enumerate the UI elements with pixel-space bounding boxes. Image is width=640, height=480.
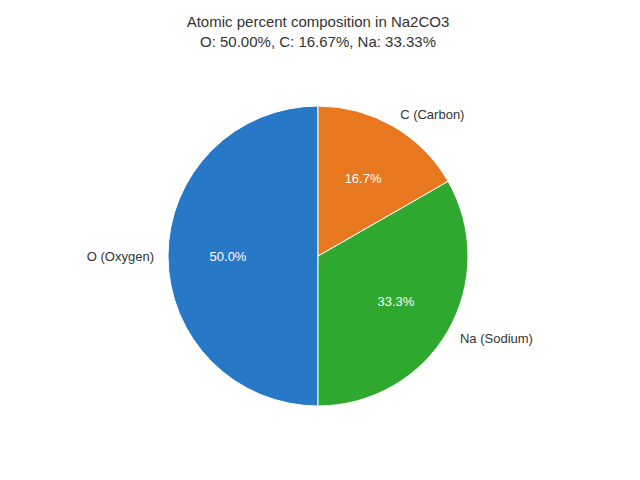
svg-text:C (Carbon): C (Carbon) — [400, 107, 464, 122]
svg-text:Na (Sodium): Na (Sodium) — [460, 331, 533, 346]
html-text:Atomic percent composition in: Atomic percent composition in Na2CO3 — [186, 13, 450, 30]
svg-text:50.0%: 50.0% — [210, 249, 247, 264]
svg-text:16.7%: 16.7% — [345, 171, 382, 186]
svg-text:33.3%: 33.3% — [377, 294, 414, 309]
svg-text:O (Oxygen): O (Oxygen) — [87, 249, 154, 264]
html-text:O: 50.00%, C: 16.67%, Na: 33.3: O: 50.00%, C: 16.67%, Na: 33.33% — [200, 33, 436, 50]
